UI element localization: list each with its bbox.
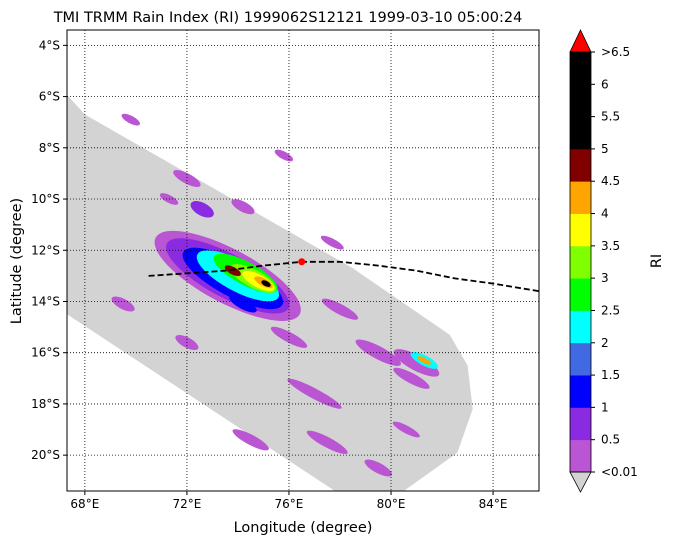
x-tick-label: 68°E (70, 497, 99, 511)
rain-cell (111, 296, 135, 312)
rain-cell (224, 265, 241, 277)
y-axis: 4°S 6°S 8°S 10°S 12°S 14°S 16°S 18°S 20°S (31, 38, 67, 462)
colorbar-tick-label: 5.5 (601, 110, 620, 124)
colorbar-over-triangle (569, 29, 592, 53)
rain-cell (320, 235, 344, 250)
rain-cell (270, 326, 308, 348)
colorbar-under-triangle (569, 471, 592, 493)
storm-track (148, 260, 539, 293)
x-axis-label: Longitude (degree) (234, 520, 373, 536)
y-axis-label: Latitude (degree) (9, 198, 25, 324)
y-tick-label: 14°S (31, 294, 60, 308)
colorbar-segment (570, 310, 591, 344)
rain-cell (364, 459, 393, 477)
colorbar-tick-label: 5 (601, 142, 609, 156)
rain-cell (392, 421, 420, 438)
rain-cell (229, 295, 257, 313)
colorbar-label: RI (649, 254, 665, 268)
colorbar-tick-label: 3.5 (601, 239, 620, 253)
x-tick-label: 76°E (275, 497, 304, 511)
y-tick-label: 18°S (31, 397, 60, 411)
rain-cell (121, 113, 140, 126)
colorbar-segment (570, 84, 591, 118)
y-tick-label: 20°S (31, 448, 60, 462)
rain-cell (306, 430, 348, 454)
colorbar-segment (570, 407, 591, 441)
colorbar-segment (570, 213, 591, 247)
colorbar-tick-label: 2 (601, 336, 609, 350)
colorbar-segment (570, 181, 591, 214)
x-tick-label: 72°E (172, 497, 201, 511)
y-tick-label: 16°S (31, 346, 60, 360)
rain-cell (355, 339, 402, 366)
colorbar-segment (570, 278, 591, 311)
y-tick-label: 8°S (39, 141, 60, 155)
rain-cell (393, 367, 430, 389)
colorbar-tick-label: >6.5 (601, 45, 630, 59)
storm-center-marker (298, 258, 306, 266)
colorbar-segment (570, 342, 591, 376)
rain-cell (190, 201, 214, 218)
y-tick-label: 6°S (39, 90, 60, 104)
colorbar-tick-label: 2.5 (601, 303, 620, 317)
x-tick-label: 84°E (479, 497, 508, 511)
rain-cell (173, 170, 201, 187)
rain-cell (393, 349, 440, 377)
rain-cell (321, 298, 359, 320)
chart-title: TMI TRMM Rain Index (RI) 1999062S12121 1… (53, 10, 523, 26)
colorbar-tick-label: 4.5 (601, 174, 620, 188)
x-tick-label: 80°E (377, 497, 406, 511)
colorbar: <0.01 0.5 1 1.5 2 2.5 3 3.5 4 4.5 5 5.5 6 >6.5 (569, 29, 638, 493)
colorbar-segment (570, 245, 591, 279)
colorbar-tick-label: 1 (601, 400, 609, 414)
x-axis: 68°E 72°E 76°E 80°E 84°E (70, 491, 508, 511)
colorbar-segment (570, 439, 591, 473)
colorbar-tick-label: 6 (601, 77, 609, 91)
y-tick-label: 12°S (31, 243, 60, 257)
rain-cell (232, 429, 269, 451)
storm-track-layer (148, 258, 539, 293)
plot-frame (66, 29, 540, 492)
colorbar-tick-label: 1.5 (601, 368, 620, 382)
colorbar-tick-label: 3 (601, 271, 609, 285)
colorbar-tick-label: <0.01 (601, 465, 638, 479)
y-tick-label: 10°S (31, 192, 60, 206)
rain-cell (274, 149, 294, 162)
y-tick-label: 4°S (39, 38, 60, 52)
gridlines (67, 30, 539, 491)
rain-cell (417, 356, 432, 365)
colorbar-tick-label: 0.5 (601, 433, 620, 447)
colorbar-tick-label: 4 (601, 207, 609, 221)
rain-layer (111, 113, 440, 477)
rain-cell (231, 199, 255, 215)
plot-area (67, 30, 539, 491)
colorbar-segment (570, 116, 591, 150)
colorbar-frame (569, 51, 592, 473)
colorbar-segment (570, 375, 591, 408)
rain-cell (261, 280, 271, 287)
rain-cell (287, 378, 342, 409)
colorbar-segment (570, 52, 591, 85)
colorbar-segment (570, 148, 591, 182)
